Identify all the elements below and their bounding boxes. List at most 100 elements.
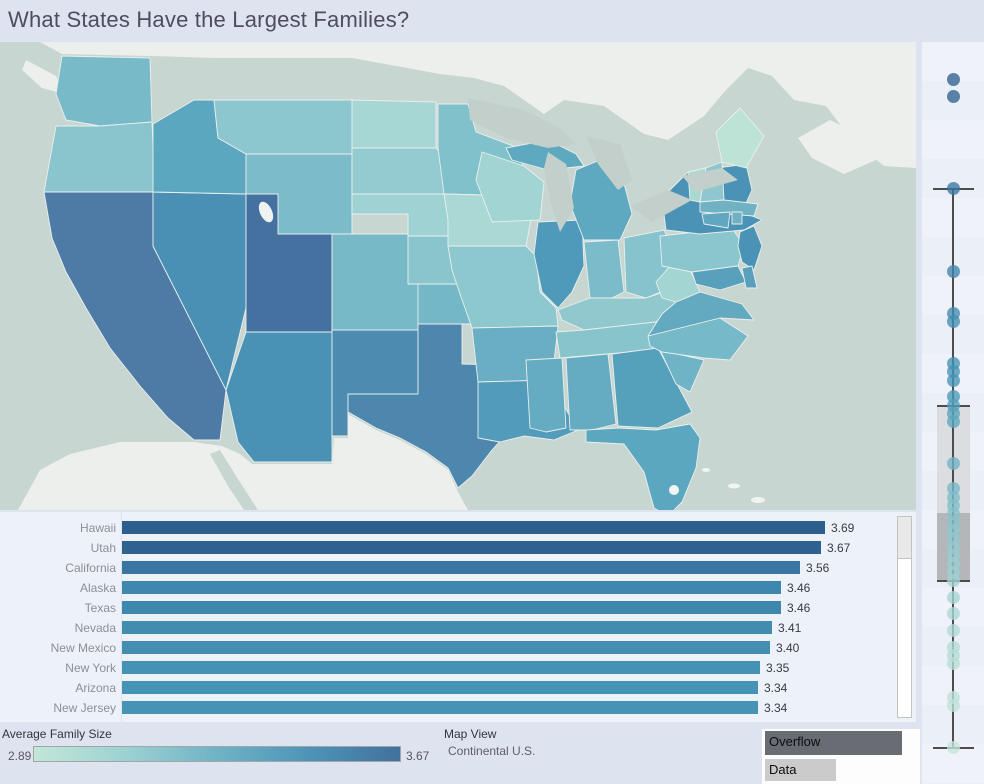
bar-category-label: Hawaii — [79, 521, 116, 535]
strip-dot[interactable] — [947, 182, 960, 195]
state-virginia[interactable] — [647, 291, 755, 337]
strip-dot[interactable] — [947, 315, 960, 328]
bar-row: Alaska 3.46 — [0, 578, 916, 598]
strip-dot[interactable] — [947, 415, 960, 428]
gulf-of-california — [210, 450, 258, 510]
canada-landmass — [0, 42, 916, 168]
strip-dot[interactable] — [947, 624, 960, 637]
state-colorado[interactable] — [331, 233, 421, 331]
bar-value-label: 3.46 — [787, 581, 811, 595]
state-mississippi[interactable] — [525, 357, 567, 433]
bar-mark[interactable] — [122, 641, 770, 654]
lake-okeechobee — [669, 485, 679, 495]
bar-mark[interactable] — [122, 621, 772, 634]
bar-chart-scrollbar[interactable] — [897, 516, 912, 718]
bar-category-label: New York — [65, 661, 116, 675]
bar-value-label: 3.34 — [764, 681, 788, 695]
bar-row: New Mexico 3.40 — [0, 638, 916, 658]
strip-dot[interactable] — [947, 574, 960, 587]
state-arizona[interactable] — [225, 331, 333, 463]
legend-item-data[interactable]: Data — [765, 759, 836, 781]
cuba-landmass — [751, 497, 765, 503]
bar-row: Arizona 3.34 — [0, 678, 916, 698]
strip-dot[interactable] — [947, 657, 960, 670]
strip-dot[interactable] — [947, 591, 960, 604]
bar-category-label: New Mexico — [50, 641, 116, 655]
bar-row: California 3.56 — [0, 558, 916, 578]
state-delaware[interactable] — [741, 265, 758, 289]
bar-category-label: Utah — [90, 541, 116, 555]
strip-dot[interactable] — [947, 607, 960, 620]
map-view-label: Map View — [444, 727, 497, 741]
bar-category-label: California — [65, 561, 116, 575]
strip-dot[interactable] — [947, 699, 960, 712]
lake-ontario — [682, 168, 738, 192]
strip-dot[interactable] — [947, 90, 960, 103]
state-south-dakota[interactable] — [351, 147, 447, 195]
state-wisconsin[interactable] — [475, 151, 545, 223]
bar-row: New York 3.35 — [0, 658, 916, 678]
bar-mark[interactable] — [122, 601, 781, 614]
bar-value-label: 3.40 — [776, 641, 800, 655]
state-north-dakota[interactable] — [351, 99, 437, 149]
bar-mark[interactable] — [122, 541, 821, 554]
state-indiana[interactable] — [583, 239, 625, 303]
bar-mark[interactable] — [122, 681, 758, 694]
bar-mark[interactable] — [122, 561, 800, 574]
state-north-carolina[interactable] — [647, 317, 749, 361]
bar-mark[interactable] — [122, 521, 825, 534]
color-legend-title: Average Family Size — [2, 727, 112, 741]
page-title: What States Have the Largest Families? — [8, 7, 410, 32]
bar-mark[interactable] — [122, 581, 781, 594]
lake-erie — [630, 190, 692, 222]
bar-category-label: Texas — [84, 601, 116, 615]
vancouver-island — [22, 60, 64, 94]
lake-michigan — [544, 152, 574, 232]
scrollbar-thumb[interactable] — [898, 517, 911, 559]
state-new-jersey[interactable] — [737, 225, 763, 271]
color-legend-min: 2.89 — [8, 749, 32, 763]
strip-dot[interactable] — [947, 73, 960, 86]
state-maine[interactable] — [715, 107, 765, 169]
bahamas-island — [702, 468, 710, 472]
state-massachusetts[interactable] — [699, 199, 759, 217]
map-view-value[interactable]: Continental U.S. — [448, 744, 536, 758]
state-oregon[interactable] — [43, 121, 156, 193]
bar-value-label: 3.67 — [827, 541, 851, 555]
lake-huron — [586, 136, 632, 190]
state-montana[interactable] — [213, 99, 353, 155]
footer: Average Family Size 2.89 3.67 Map View C… — [0, 722, 984, 784]
state-pennsylvania[interactable] — [659, 227, 745, 273]
strip-dot[interactable] — [947, 457, 960, 470]
bar-value-label: 3.46 — [787, 601, 811, 615]
state-missouri[interactable] — [447, 245, 559, 329]
color-legend-gradient[interactable] — [33, 746, 401, 762]
bar-chart-panel: Hawaii 3.69 Utah 3.67 California 3.56 Alaska 3.… — [0, 512, 916, 722]
legend-item-overflow[interactable]: Overflow — [765, 731, 902, 755]
bar-row: Utah 3.67 — [0, 538, 916, 558]
bar-value-label: 3.35 — [766, 661, 790, 675]
bar-value-label: 3.69 — [831, 521, 855, 535]
bar-value-label: 3.41 — [778, 621, 802, 635]
us-map — [0, 42, 916, 510]
bar-value-label: 3.34 — [764, 701, 788, 715]
strip-dot[interactable] — [947, 741, 960, 754]
boxplot-strip-panel — [922, 42, 984, 784]
bar-axis-line — [121, 512, 122, 722]
bar-mark[interactable] — [122, 701, 758, 714]
strip-dot[interactable] — [947, 374, 960, 387]
bar-category-label: New Jersey — [53, 701, 116, 715]
state-south-carolina[interactable] — [659, 349, 705, 393]
strip-dot[interactable] — [947, 265, 960, 278]
state-alabama[interactable] — [565, 353, 617, 431]
state-washington[interactable] — [55, 55, 153, 127]
bar-value-label: 3.56 — [806, 561, 830, 575]
state-connecticut[interactable] — [701, 211, 731, 229]
bar-mark[interactable] — [122, 661, 760, 674]
bar-row: New Jersey 3.34 — [0, 698, 916, 718]
bar-row: Texas 3.46 — [0, 598, 916, 618]
state-maryland[interactable] — [691, 265, 747, 291]
state-rhode-island[interactable] — [731, 211, 743, 225]
mexico-landmass — [18, 414, 468, 510]
